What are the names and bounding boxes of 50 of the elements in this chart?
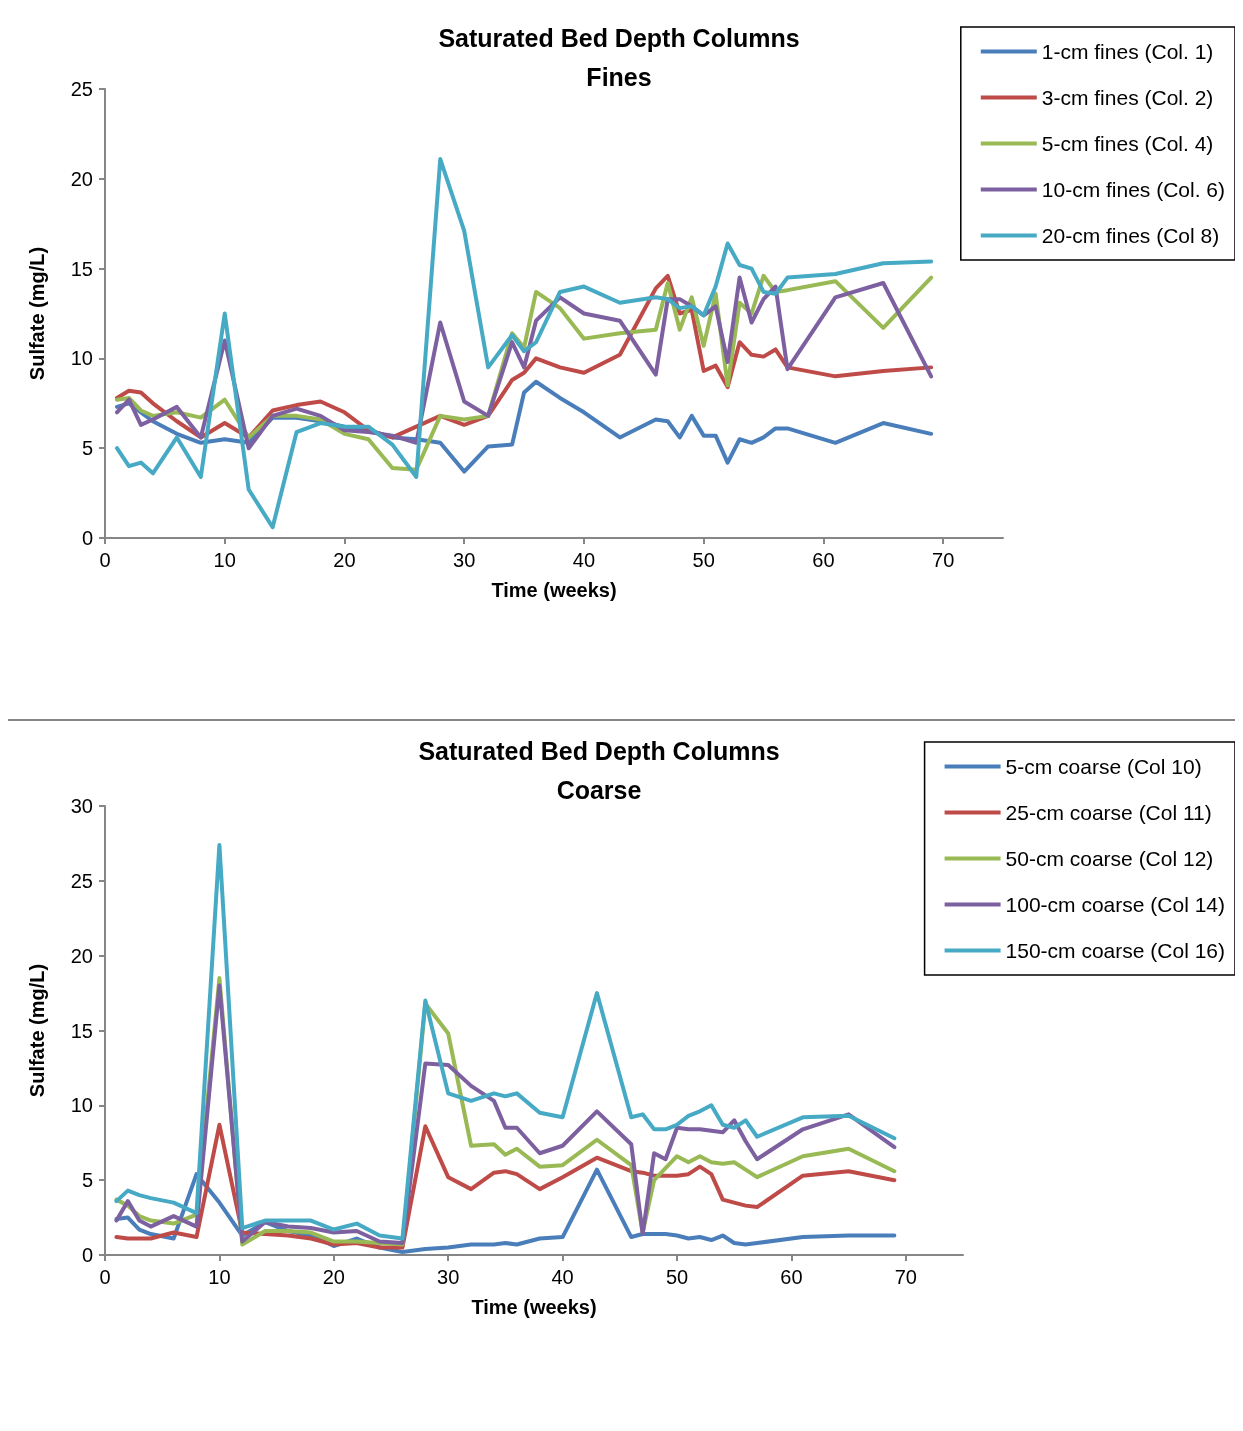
x-axis-title: Time (weeks)	[491, 579, 617, 601]
legend-label: 3-cm fines (Col. 2)	[1041, 86, 1214, 109]
x-tick-label: 30	[437, 1266, 460, 1288]
x-tick-label: 30	[453, 549, 476, 571]
x-tick-label: 70	[894, 1266, 917, 1288]
x-tick-label: 50	[665, 1266, 689, 1288]
y-tick-label: 30	[70, 795, 93, 817]
legend-label: 1-cm fines (Col. 1)	[1041, 40, 1214, 63]
y-tick-label: 15	[70, 257, 93, 280]
x-tick-label: 0	[99, 549, 111, 571]
chart-title: Saturated Bed Depth Columns	[418, 736, 780, 765]
y-tick-label: 15	[70, 1019, 93, 1042]
y-tick-label: 0	[81, 1244, 93, 1266]
legend-label: 10-cm fines (Col. 6)	[1041, 178, 1225, 201]
legend-label: 5-cm coarse (Col 10)	[1005, 755, 1202, 778]
y-tick-label: 20	[70, 944, 93, 967]
x-tick-label: 20	[322, 1266, 345, 1288]
x-tick-label: 10	[208, 1266, 231, 1288]
y-tick-label: 10	[70, 1094, 93, 1117]
x-axis-title: Time (weeks)	[471, 1296, 597, 1318]
chart-subtitle: Coarse	[556, 775, 642, 804]
y-tick-label: 25	[70, 869, 93, 892]
legend-label: 5-cm fines (Col. 4)	[1041, 132, 1214, 155]
x-tick-label: 50	[692, 549, 715, 571]
y-tick-label: 10	[70, 347, 93, 370]
x-tick-label: 10	[213, 549, 236, 571]
legend-label: 50-cm coarse (Col 12)	[1005, 847, 1214, 870]
line-series	[114, 157, 934, 530]
legend-label: 25-cm coarse (Col 11)	[1005, 801, 1212, 824]
y-tick-label: 5	[81, 437, 93, 460]
legend-label: 20-cm fines (Col 8)	[1041, 224, 1220, 247]
x-tick-label: 40	[572, 549, 596, 571]
y-axis-title: Sulfate (mg/L)	[26, 963, 48, 1098]
x-tick-label: 60	[812, 549, 835, 571]
chart-title: Saturated Bed Depth Columns	[438, 23, 800, 52]
y-tick-label: 0	[81, 527, 93, 549]
x-tick-label: 60	[780, 1266, 803, 1288]
line-series	[114, 1122, 897, 1250]
legend-label: 150-cm coarse (Col 16)	[1005, 939, 1226, 962]
y-tick-label: 20	[70, 167, 93, 190]
x-tick-label: 40	[551, 1266, 574, 1288]
legend-label: 100-cm coarse (Col 14)	[1005, 893, 1226, 916]
x-tick-label: 70	[932, 549, 955, 571]
y-tick-label: 25	[70, 78, 93, 100]
y-axis-title: Sulfate (mg/L)	[26, 246, 48, 381]
y-tick-label: 5	[81, 1169, 93, 1192]
x-tick-label: 20	[333, 549, 356, 571]
line-series	[114, 842, 897, 1241]
chart-subtitle: Fines	[586, 62, 652, 91]
x-tick-label: 0	[99, 1266, 111, 1288]
